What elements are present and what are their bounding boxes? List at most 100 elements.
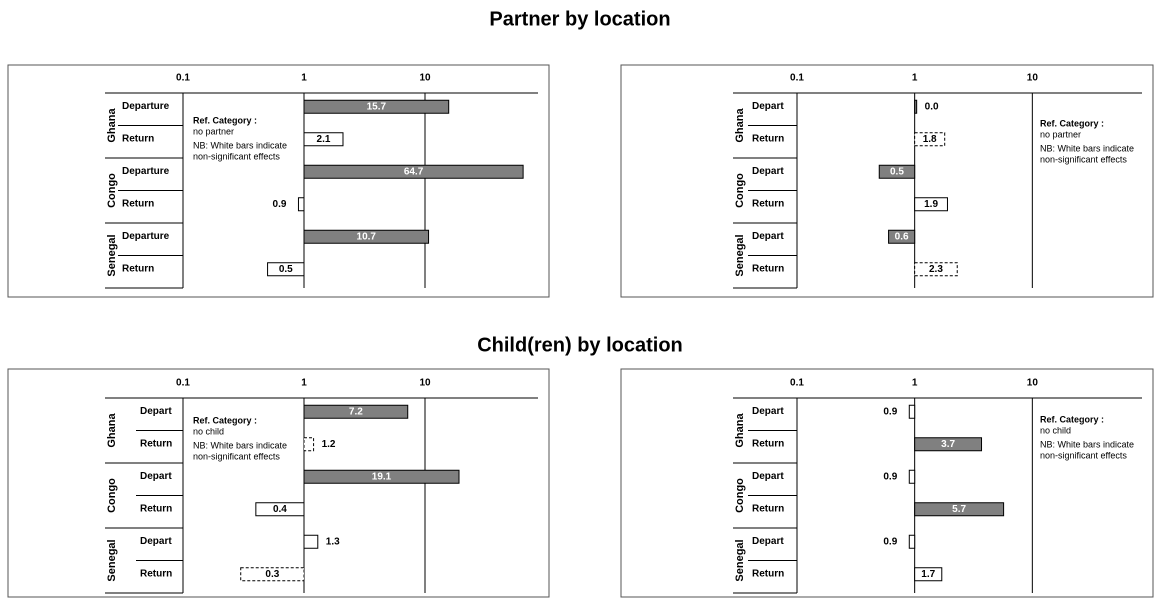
bar [303,99,450,114]
value-label: 0.5 [279,264,293,275]
panel-frame [620,64,1154,298]
value-label: 2.1 [317,134,331,145]
bar [908,404,916,419]
annotation-note: NB: White bars indicate [193,140,287,150]
category-label: Return [140,503,172,514]
value-label: 1.7 [921,569,935,580]
x-tick-label: 10 [1027,378,1039,389]
category-label: Depart [140,471,172,482]
group-label: Senegal [734,539,746,581]
bar [914,437,983,452]
annotation-text: no partner [1040,129,1081,139]
group-label: Congo [734,478,746,513]
category-label: Depart [752,166,784,177]
category-label: Depart [140,536,172,547]
value-label: 64.7 [404,166,424,177]
annotation-note: NB: White bars indicate [193,440,287,450]
category-label: Depart [752,406,784,417]
value-label: 1.3 [326,536,340,547]
section-heading: Child(ren) by location [477,334,683,356]
value-label: 0.0 [925,101,939,112]
value-label: 0.3 [265,569,279,580]
value-label: 0.5 [890,166,904,177]
category-label: Return [752,133,784,144]
annotation-note: non-significant effects [1040,154,1127,164]
category-label: Return [752,568,784,579]
bar [908,534,916,549]
panel-frame [7,64,550,298]
annotation-text: no child [1040,425,1071,435]
annotation-title: Ref. Category : [1040,414,1104,424]
category-label: Return [752,503,784,514]
bar [303,469,460,484]
annotation-note: NB: White bars indicate [1040,143,1134,153]
bar [255,502,305,517]
group-label: Senegal [734,234,746,276]
group-label: Ghana [106,413,118,448]
annotation-note: non-significant effects [193,151,280,161]
group-label: Senegal [106,539,118,581]
category-label: Return [752,198,784,209]
x-tick-label: 1 [912,378,918,389]
panel-frame [7,368,550,598]
annotation-text: no partner [193,126,234,136]
bar [303,404,409,419]
category-label: Return [752,263,784,274]
bar [914,132,946,147]
value-label: 3.7 [941,439,955,450]
value-label: 7.2 [349,406,363,417]
bar [303,229,430,244]
value-label: 0.6 [895,231,909,242]
section-heading: Partner by location [489,8,670,30]
category-label: Depart [752,536,784,547]
category-label: Departure [122,101,170,112]
group-label: Ghana [734,108,746,143]
category-label: Return [752,438,784,449]
bar [303,437,315,452]
x-tick-label: 10 [419,378,431,389]
bar [878,164,916,179]
x-tick-label: 10 [419,73,431,84]
category-label: Depart [752,471,784,482]
value-label: 10.7 [357,231,377,242]
x-tick-label: 0.1 [790,378,804,389]
group-label: Congo [734,173,746,208]
value-label: 15.7 [367,101,387,112]
category-label: Departure [122,166,170,177]
panel-frame [620,368,1154,598]
bar [888,229,916,244]
group-label: Congo [106,173,118,208]
bar [914,567,943,582]
category-label: Return [122,198,154,209]
value-label: 19.1 [372,471,392,482]
bar [914,262,958,277]
annotation-text: no child [193,426,224,436]
value-label: 0.9 [883,471,897,482]
bar [267,262,305,277]
x-tick-label: 0.1 [176,378,190,389]
value-label: 1.9 [924,199,938,210]
value-label: 0.9 [883,536,897,547]
value-label: 0.9 [883,406,897,417]
bar [303,534,319,549]
annotation-title: Ref. Category : [1040,118,1104,128]
value-label: 0.4 [273,504,287,515]
bar [914,502,1005,517]
value-label: 0.9 [273,199,287,210]
category-label: Return [122,263,154,274]
x-tick-label: 1 [301,73,307,84]
annotation-title: Ref. Category : [193,115,257,125]
bar [240,567,305,582]
category-label: Departure [122,231,170,242]
category-label: Return [140,568,172,579]
group-label: Ghana [734,413,746,448]
bar [303,164,524,179]
annotation-note: NB: White bars indicate [1040,439,1134,449]
x-tick-label: 0.1 [176,73,190,84]
value-label: 5.7 [952,504,966,515]
bar [908,469,916,484]
annotation-note: non-significant effects [193,451,280,461]
group-label: Congo [106,478,118,513]
value-label: 1.2 [322,439,336,450]
bar [914,99,918,114]
